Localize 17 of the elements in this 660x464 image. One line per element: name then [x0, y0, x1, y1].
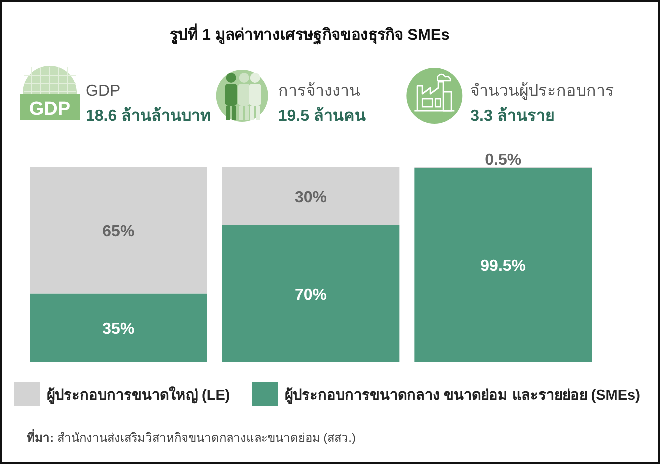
- legend-label: ผู้ประกอบการขนาดกลาง ขนาดย่อม และรายย่อย (SMEs): [285, 387, 641, 404]
- text: ที่มา: สำนักงานส่งเสริมวิสาหกิจขนาดกลางและขนาดย่อม (สสว.): [27, 429, 356, 445]
- data-label: 65%: [102, 223, 135, 240]
- text: 19.5 ล้านคน: [278, 107, 366, 125]
- data-label: 70%: [294, 286, 328, 304]
- legend-label: ผู้ประกอบการขนาดใหญ่ (LE): [47, 386, 230, 404]
- data-label: 0.5%: [485, 152, 522, 169]
- x-tick-label: GDP: [86, 83, 121, 100]
- x-tick-label: จำนวนผู้ประกอบการ: [470, 82, 615, 101]
- text: 18.6 ล้านล้านบาท: [86, 107, 212, 125]
- text: 3.3 ล้านราย: [470, 107, 554, 125]
- data-label: 35%: [102, 320, 135, 338]
- data-label: 30%: [294, 189, 328, 206]
- picture-gdp-globe: GDP: [20, 66, 80, 120]
- data-label: 99.5%: [480, 258, 526, 275]
- x-tick-label: การจ้างงาน: [278, 82, 360, 100]
- chart-title: รูปที่ 1 มูลค่าทางเศรษฐกิจของธุรกิจ SMEs: [170, 23, 450, 46]
